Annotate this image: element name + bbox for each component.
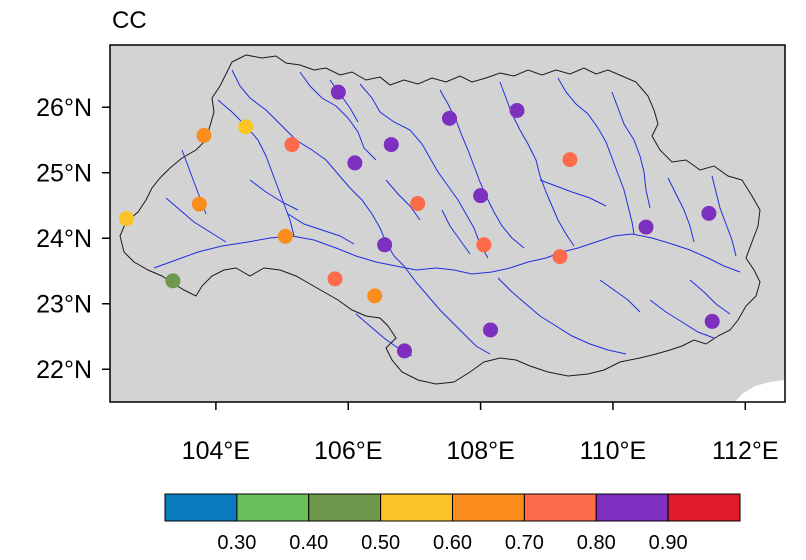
lon-tick-label: 108°E [446, 437, 514, 465]
station-marker [476, 237, 492, 253]
lon-tick-label: 104°E [182, 437, 250, 465]
station-marker [165, 273, 181, 289]
colorbar-bin [667, 493, 741, 522]
map-plot-area [110, 45, 785, 402]
station-marker [473, 188, 489, 204]
lon-tick-label: 112°E [712, 437, 779, 465]
lon-tick-label: 110°E [580, 437, 647, 465]
station-marker [704, 313, 720, 329]
land-background [110, 45, 785, 402]
colorbar-bin [164, 493, 238, 522]
station-marker [238, 119, 254, 135]
lat-tick-label: 25°N [36, 160, 92, 188]
station-marker [701, 205, 717, 221]
station-markers [119, 84, 720, 359]
colorbar-bin [380, 493, 453, 522]
colorbar-bin [595, 493, 669, 522]
colorbar-label: 0.70 [505, 532, 544, 554]
station-marker [552, 249, 568, 265]
station-marker [396, 343, 412, 359]
sea-area [735, 380, 785, 402]
station-marker [377, 237, 393, 253]
colorbar-label: 0.40 [289, 532, 328, 554]
map-axes: 104°E 106°E 108°E 110°E 112°E 22°N 23°N 24°N 25°… [36, 94, 778, 465]
colorbar-bin [308, 493, 382, 522]
station-marker [277, 228, 293, 244]
lon-tick-label: 106°E [314, 437, 382, 465]
station-marker [562, 152, 578, 168]
station-marker [284, 137, 300, 153]
colorbar-label: 0.80 [577, 532, 616, 554]
colorbar-bin [452, 493, 525, 522]
river-network [153, 69, 741, 357]
colorbar-label: 0.60 [433, 532, 472, 554]
colorbar: 0.30 0.40 0.50 0.60 0.70 0.80 0.90 [164, 493, 741, 554]
station-marker [327, 271, 343, 287]
colorbar-bin [236, 493, 310, 522]
station-marker [383, 137, 399, 153]
station-marker [638, 219, 654, 235]
map-frame [109, 44, 786, 403]
station-marker [410, 196, 426, 212]
lat-tick-label: 24°N [36, 225, 92, 253]
basin-boundary [119, 54, 761, 385]
lat-tick-label: 22°N [36, 356, 92, 384]
lat-tick-label: 23°N [36, 291, 92, 319]
lat-tick-label: 26°N [36, 94, 92, 122]
station-marker [347, 155, 363, 171]
station-marker [483, 322, 499, 338]
station-marker [191, 196, 207, 212]
colorbar-label: 0.50 [361, 532, 400, 554]
colorbar-label: 0.90 [649, 532, 688, 554]
station-marker [367, 288, 383, 304]
station-marker [441, 110, 457, 126]
map-title: CC [112, 7, 147, 34]
station-marker [509, 103, 525, 119]
station-marker [196, 127, 212, 143]
colorbar-label: 0.30 [217, 532, 256, 554]
colorbar-bin [523, 493, 597, 522]
station-marker [330, 84, 346, 100]
station-marker [119, 211, 135, 227]
